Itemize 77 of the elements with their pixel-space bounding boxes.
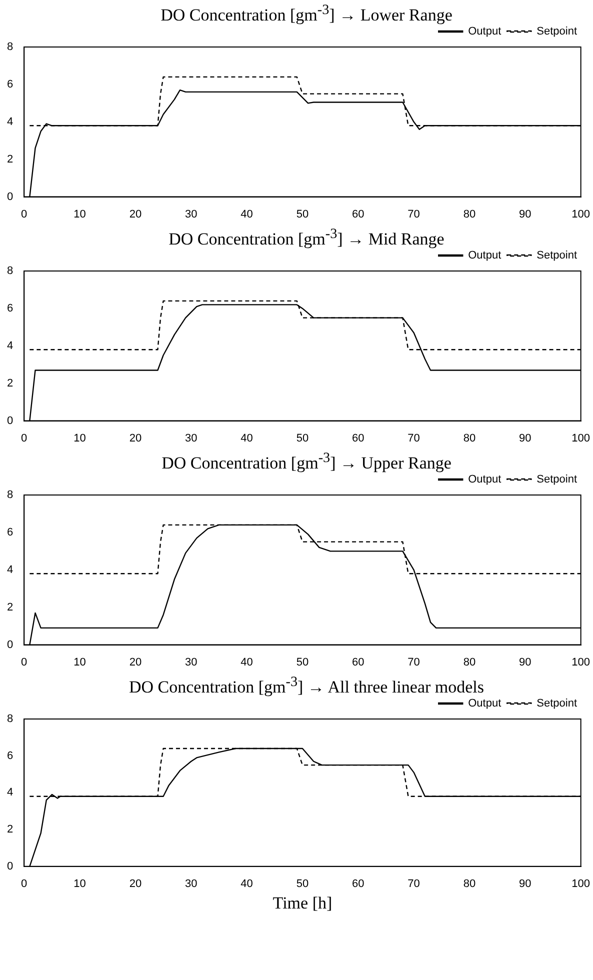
y-tick-label: 0 (6, 190, 14, 203)
x-tick-label: 100 (572, 208, 590, 220)
x-tick-label: 60 (352, 208, 364, 220)
x-tick-label: 70 (408, 878, 420, 890)
x-tick-label: 100 (572, 432, 590, 444)
legend-label: Setpoint (536, 26, 578, 38)
legend-label: Output (468, 26, 502, 38)
x-tick-label: 80 (463, 432, 476, 444)
x-tick-label: 90 (519, 656, 532, 668)
x-tick-label: 100 (572, 878, 590, 890)
x-tick-label: 40 (240, 208, 253, 220)
x-tick-label: 20 (129, 432, 142, 444)
y-tick-label: 2 (6, 824, 14, 836)
x-tick-label: 60 (352, 878, 364, 890)
x-tick-label: 10 (74, 878, 86, 890)
x-tick-label: 20 (129, 656, 142, 668)
x-tick-label: 40 (240, 878, 253, 890)
x-tick-label: 30 (185, 878, 198, 890)
y-tick-label: 8 (6, 265, 14, 278)
y-tick-label: 4 (6, 786, 14, 799)
y-tick-label: 2 (6, 377, 14, 390)
x-tick-label: 80 (463, 208, 476, 220)
chart-title: DO Concentration [gm$^{-3}$] → Mid Range (168, 225, 446, 249)
x-tick-label: 100 (572, 656, 590, 668)
x-tick-label: 60 (352, 656, 364, 668)
x-tick-label: 70 (408, 432, 420, 444)
y-tick-label: 6 (6, 78, 14, 90)
x-tick-label: 70 (408, 656, 420, 668)
x-tick-label: 50 (296, 432, 309, 444)
y-tick-label: 4 (6, 116, 14, 128)
x-tick-label: 80 (463, 878, 476, 890)
legend-label: Setpoint (536, 698, 578, 710)
x-tick-label: 0 (21, 432, 28, 444)
x-tick-label: 0 (21, 878, 28, 890)
y-tick-label: 0 (6, 638, 14, 651)
x-tick-label: 50 (296, 208, 309, 220)
y-tick-label: 4 (6, 340, 14, 352)
x-tick-label: 70 (408, 208, 420, 220)
x-tick-label: 0 (21, 656, 28, 668)
y-tick-label: 6 (6, 526, 14, 538)
legend-label: Output (468, 250, 502, 262)
x-tick-label: 10 (74, 656, 86, 668)
y-tick-label: 2 (6, 601, 14, 614)
y-tick-label: 8 (6, 489, 14, 502)
x-tick-label: 30 (185, 656, 198, 668)
x-tick-label: 10 (74, 432, 86, 444)
x-tick-label: 0 (21, 208, 28, 220)
y-tick-label: 8 (6, 713, 14, 726)
y-tick-label: 6 (6, 750, 14, 762)
x-tick-label: 80 (463, 656, 476, 668)
x-tick-label: 20 (129, 878, 142, 890)
y-tick-label: 6 (6, 302, 14, 314)
legend-label: Output (468, 474, 502, 486)
chart-title: DO Concentration [gm$^{-3}$] → Upper Range (160, 449, 452, 473)
x-tick-label: 30 (185, 432, 198, 444)
legend-label: Output (468, 698, 502, 710)
chart-title: DO Concentration [gm$^{-3}$] → Lower Range (160, 1, 454, 25)
x-tick-label: 40 (240, 656, 253, 668)
legend-label: Setpoint (536, 250, 578, 262)
y-tick-label: 0 (6, 414, 14, 427)
y-tick-label: 0 (6, 860, 14, 872)
y-tick-label: 2 (6, 153, 14, 166)
legend-label: Setpoint (536, 474, 578, 486)
x-tick-label: 90 (519, 432, 532, 444)
chart-title: DO Concentration [gm$^{-3}$] → All three linear models (128, 673, 486, 697)
x-tick-label: 90 (519, 878, 532, 890)
x-tick-label: 10 (74, 208, 86, 220)
y-tick-label: 8 (6, 41, 14, 54)
x-tick-label: 50 (296, 656, 309, 668)
x-tick-label: 50 (296, 878, 309, 890)
x-tick-label: 30 (185, 208, 198, 220)
x-tick-label: 60 (352, 432, 364, 444)
x-tick-label: 90 (519, 208, 532, 220)
y-tick-label: 4 (6, 564, 14, 576)
x-axis-title: Time [h] (272, 893, 332, 912)
x-tick-label: 40 (240, 432, 253, 444)
x-tick-label: 20 (129, 208, 142, 220)
